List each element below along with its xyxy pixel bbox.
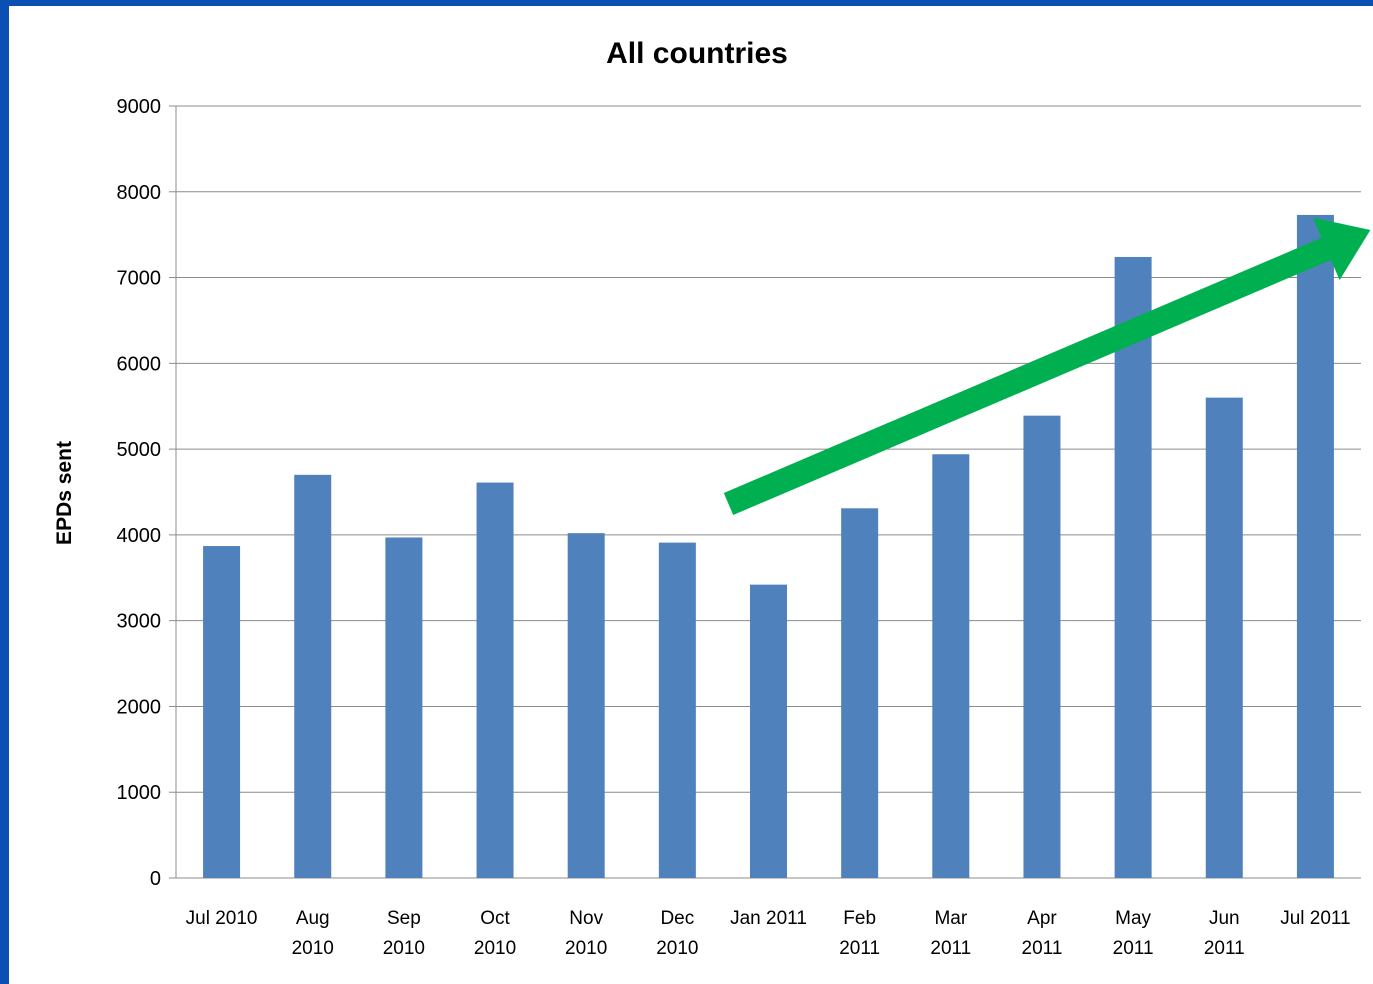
x-tick-label: May 2011 [1113,908,1154,959]
x-tick-label: Dec 2010 [656,908,698,959]
y-tick-label: 4000 [117,525,162,547]
trend-arrow [723,217,1371,515]
bar [1114,256,1152,878]
bar [1296,214,1334,879]
bar [932,454,970,878]
bar [750,584,787,878]
chart-area: All countries EPDs sent 0 1000 2000 3000 400… [9,6,1373,984]
chart-title: All countries [606,37,788,70]
bar [294,474,332,878]
bar [385,537,423,878]
x-tick-label: Aug 2010 [292,908,334,959]
x-tick-label: Sep 2010 [383,908,425,959]
y-tick-label: 7000 [117,268,162,290]
x-tick-label: Jan 2011 [730,908,807,929]
bar [658,542,696,878]
x-tick-label: Oct 2010 [474,908,516,959]
bar [841,508,879,878]
bar [203,546,241,878]
y-axis-ticks: 0 1000 2000 3000 4000 5000 6000 7000 8000 9000 [117,96,162,890]
bar-chart: All countries EPDs sent 0 1000 2000 3000 400… [53,37,1371,959]
x-tick-label: Nov 2010 [565,908,607,959]
x-tick-label: Jul 2011 [1280,908,1350,929]
x-tick-label: Mar 2011 [930,908,971,959]
y-tick-label: 0 [150,868,161,890]
y-tick-label: 9000 [117,96,162,118]
x-tick-label: Jun 2011 [1204,908,1245,959]
x-tick-label: Apr 2011 [1022,908,1063,959]
y-tick-label: 3000 [117,611,162,633]
x-axis-ticks: Jul 2010 Aug 2010 Sep 2010 Oct 2010 Nov 2010 Dec 2… [186,908,1351,959]
y-tick-label: 8000 [117,182,162,204]
bar [1023,415,1061,878]
y-tick-label: 1000 [117,782,162,804]
bar [476,482,514,878]
y-axis-label: EPDs sent [53,441,76,545]
x-tick-label: Feb 2011 [839,908,880,959]
bars [203,214,1334,879]
y-tick-label: 2000 [117,696,162,718]
y-tick-label: 6000 [117,353,162,375]
x-tick-label: Jul 2010 [186,908,258,929]
bar [567,533,605,878]
bar [1205,397,1243,878]
trend-arrow-shape [723,217,1371,515]
y-tick-label: 5000 [117,439,162,461]
